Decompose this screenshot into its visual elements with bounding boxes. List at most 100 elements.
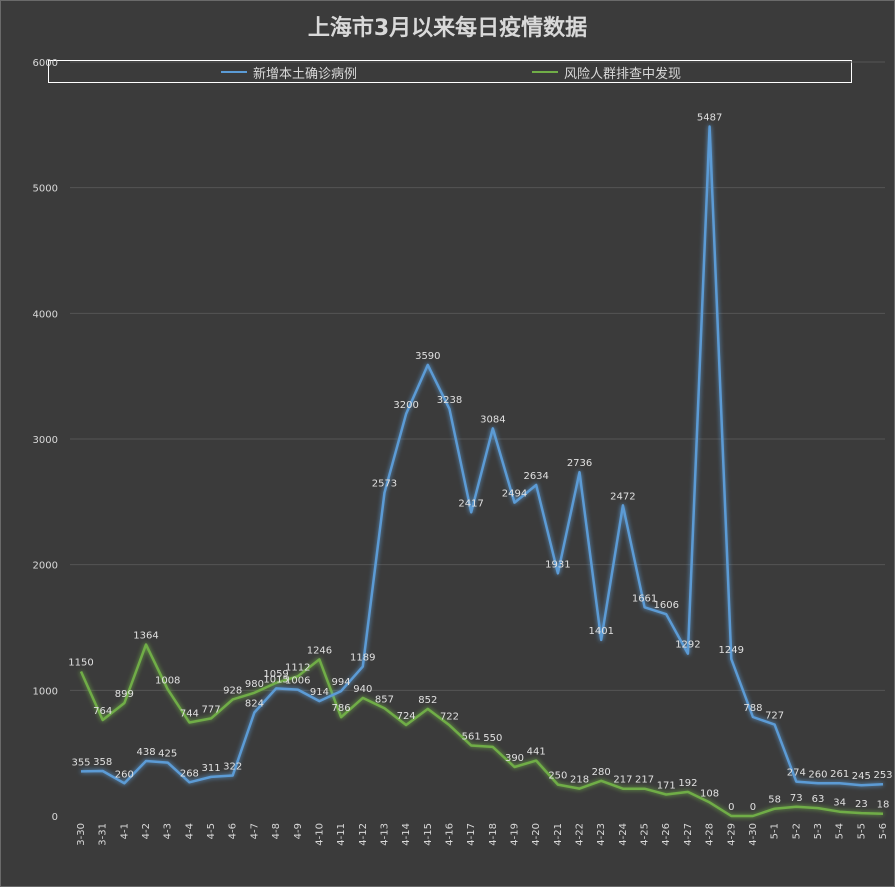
- data-label-screening: 1008: [155, 675, 180, 686]
- data-label-confirmed: 1931: [545, 559, 570, 570]
- x-tick-label: 4-22: [575, 823, 586, 846]
- data-label-screening: 852: [418, 695, 437, 706]
- data-label-screening: 390: [505, 753, 524, 764]
- x-tick-label: 4-9: [293, 823, 304, 839]
- data-label-screening: 1112: [285, 662, 310, 673]
- data-label-confirmed: 425: [158, 749, 177, 760]
- data-label-confirmed: 253: [873, 770, 892, 781]
- x-tick-label: 4-11: [336, 823, 347, 846]
- legend-swatch-confirmed: [221, 71, 247, 73]
- x-tick-label: 4-28: [705, 823, 716, 846]
- x-tick-label: 4-7: [249, 823, 260, 839]
- y-tick-label: 5000: [33, 184, 58, 195]
- y-tick-label: 1000: [33, 686, 58, 697]
- data-label-screening: 280: [592, 767, 611, 778]
- x-tick-label: 4-4: [184, 823, 195, 839]
- y-tick-label: 3000: [33, 435, 58, 446]
- x-tick-label: 4-17: [466, 823, 477, 846]
- data-label-screening: 777: [202, 704, 221, 715]
- data-label-screening: 0: [728, 802, 734, 813]
- data-label-screening: 899: [115, 689, 134, 700]
- y-tick-label: 4000: [33, 309, 58, 320]
- data-label-confirmed: 1606: [654, 600, 679, 611]
- data-label-confirmed: 824: [245, 698, 264, 709]
- data-label-confirmed: 260: [808, 769, 827, 780]
- data-label-screening: 171: [657, 781, 676, 792]
- legend-item-screening: 风险人群排查中发现: [532, 63, 682, 82]
- data-label-confirmed: 274: [787, 768, 806, 779]
- x-tick-label: 3-31: [98, 823, 109, 846]
- data-label-confirmed: 1401: [588, 626, 613, 637]
- data-label-confirmed: 727: [765, 711, 784, 722]
- x-tick-label: 5-2: [791, 823, 802, 839]
- data-label-confirmed: 1292: [675, 640, 700, 651]
- data-label-confirmed: 2736: [567, 458, 592, 469]
- chart-title: 上海市3月以来每日疫情数据: [307, 16, 588, 41]
- data-label-screening: 1246: [307, 645, 332, 656]
- data-label-screening: 58: [768, 795, 781, 806]
- x-tick-label: 4-8: [271, 823, 282, 839]
- data-label-confirmed: 5487: [697, 112, 722, 123]
- data-label-screening: 250: [548, 771, 567, 782]
- data-label-confirmed: 2494: [502, 489, 527, 500]
- x-tick-label: 4-23: [596, 823, 607, 846]
- x-tick-label: 4-12: [358, 823, 369, 846]
- x-tick-label: 4-3: [163, 823, 174, 839]
- x-tick-label: 4-25: [640, 823, 651, 846]
- data-label-screening: 0: [750, 802, 756, 813]
- x-tick-label: 4-20: [531, 823, 542, 846]
- x-tick-label: 4-14: [401, 823, 412, 846]
- x-tick-label: 5-6: [878, 823, 889, 839]
- data-label-confirmed: 3084: [480, 414, 505, 425]
- data-label-screening: 217: [613, 775, 632, 786]
- x-tick-label: 4-27: [683, 823, 694, 846]
- y-tick-label: 0: [52, 812, 58, 823]
- data-label-screening: 744: [180, 709, 199, 720]
- data-label-screening: 1364: [133, 631, 158, 642]
- data-label-screening: 23: [855, 799, 868, 810]
- data-label-confirmed: 261: [830, 769, 849, 780]
- data-label-confirmed: 1249: [719, 645, 744, 656]
- x-tick-label: 5-3: [813, 823, 824, 839]
- data-label-screening: 441: [527, 747, 546, 758]
- x-tick-label: 4-13: [379, 823, 390, 846]
- x-tick-label: 4-29: [726, 823, 737, 846]
- x-tick-label: 4-30: [748, 823, 759, 846]
- data-label-confirmed: 355: [71, 757, 90, 768]
- data-label-screening: 18: [877, 800, 890, 811]
- chart-legend: 新增本土确诊病例 风险人群排查中发现: [48, 60, 852, 83]
- legend-item-confirmed: 新增本土确诊病例: [221, 63, 358, 82]
- x-tick-label: 4-16: [444, 823, 455, 846]
- data-label-confirmed: 438: [136, 747, 155, 758]
- data-label-confirmed: 2573: [372, 479, 397, 490]
- data-label-screening: 857: [375, 694, 394, 705]
- data-label-confirmed: 311: [202, 763, 221, 774]
- data-label-confirmed: 3238: [437, 395, 462, 406]
- x-tick-label: 3-30: [76, 823, 87, 846]
- data-label-confirmed: 788: [743, 703, 762, 714]
- x-tick-label: 5-1: [770, 823, 781, 839]
- x-tick-label: 4-24: [618, 823, 629, 846]
- data-label-confirmed: 245: [852, 771, 871, 782]
- data-label-confirmed: 1189: [350, 653, 375, 664]
- x-tick-label: 4-15: [423, 823, 434, 846]
- x-tick-label: 4-21: [553, 823, 564, 846]
- data-label-screening: 722: [440, 711, 459, 722]
- data-label-screening: 1059: [263, 669, 288, 680]
- y-tick-label: 6000: [33, 58, 58, 69]
- legend-swatch-screening: [532, 71, 558, 73]
- data-label-screening: 724: [397, 711, 416, 722]
- data-label-confirmed: 3590: [415, 351, 440, 362]
- data-label-confirmed: 1006: [285, 676, 310, 687]
- x-tick-label: 4-2: [141, 823, 152, 839]
- data-label-screening: 786: [332, 703, 351, 714]
- legend-label-confirmed: 新增本土确诊病例: [253, 66, 358, 82]
- x-tick-label: 4-6: [228, 823, 239, 839]
- data-label-screening: 764: [93, 706, 112, 717]
- data-label-confirmed: 1015: [263, 674, 288, 685]
- x-tick-label: 4-10: [314, 823, 325, 846]
- legend-label-screening: 风险人群排查中发现: [564, 66, 682, 82]
- data-label-screening: 63: [812, 794, 825, 805]
